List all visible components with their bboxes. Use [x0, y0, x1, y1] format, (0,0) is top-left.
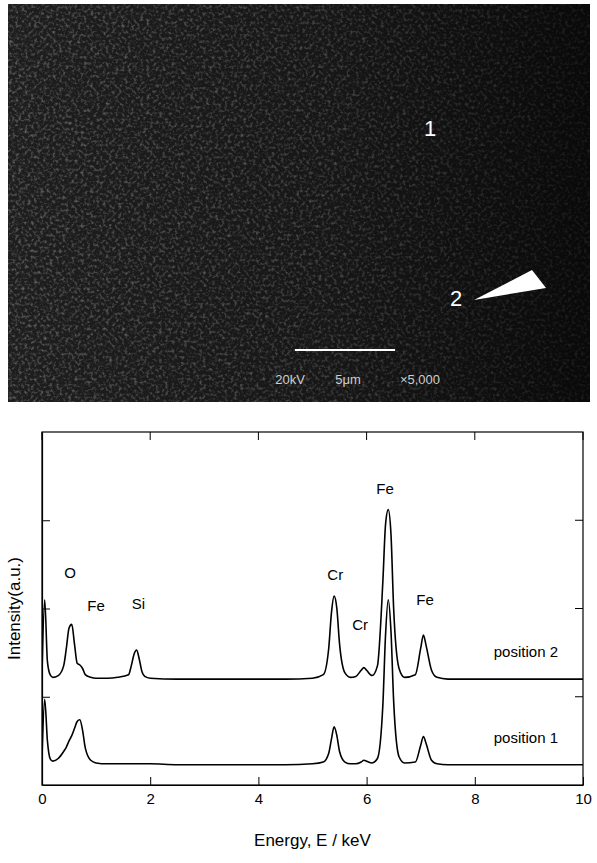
x-axis: 0 2 4 6 8 10 [38, 777, 592, 807]
micrograph-background [8, 4, 590, 402]
x-tick-mark-top [474, 432, 475, 440]
y-axis-title: Intensity(a.u.) [5, 557, 24, 660]
x-tick: 8 [471, 777, 479, 807]
x-tick-label: 2 [147, 790, 155, 807]
plot-area [42, 510, 583, 765]
info-label: 20kV [275, 372, 305, 387]
x-tick-mark [583, 777, 584, 785]
pointer-arrow [474, 270, 546, 300]
info-label: ×5,000 [400, 372, 440, 387]
scale-bar [295, 349, 395, 351]
mirror-ticks [42, 432, 583, 697]
x-tick: 10 [575, 777, 592, 807]
x-tick-mark [150, 777, 151, 785]
chart: 0 2 4 6 8 10 position 2 position 1 O Fe Si Cr Cr Fe Fe… [5, 432, 592, 850]
x-tick-label: 4 [255, 790, 263, 807]
series-label: position 1 [494, 729, 558, 746]
peak-label: Fe [87, 597, 105, 614]
figure-svg: 1 2 20kV 5μm ×5,000 0 2 4 6 8 10 position 2 position… [0, 0, 597, 863]
point-label: 2 [450, 286, 462, 311]
y-tick-mark-right [575, 696, 583, 697]
micrograph-texture [8, 4, 590, 402]
y-tick-mark-right [575, 608, 583, 609]
peak-label: Cr [327, 566, 343, 583]
y-tick [42, 520, 50, 521]
figure: 1 2 20kV 5μm ×5,000 0 2 4 6 8 10 position 2 position… [0, 0, 597, 863]
x-tick: 6 [363, 777, 371, 807]
plot-frame [42, 432, 583, 785]
micrograph-shading [8, 4, 590, 402]
scale-bar-label: 5μm [335, 372, 361, 387]
y-tick-mark [42, 520, 50, 521]
x-tick-mark-top [150, 432, 151, 440]
x-tick-mark [258, 777, 259, 785]
y-tick-mark [42, 697, 50, 698]
spectrum-line [42, 600, 583, 765]
x-tick: 2 [147, 777, 155, 807]
x-tick: 4 [255, 777, 263, 807]
x-tick-mark-top [258, 432, 259, 440]
x-tick-label: 0 [38, 790, 46, 807]
peak-label: Si [132, 595, 145, 612]
x-tick-label: 6 [363, 790, 371, 807]
x-tick-mark-top [366, 432, 367, 440]
x-tick-mark-top [42, 432, 43, 440]
y-tick-mark-right [575, 520, 583, 521]
x-tick-mark [475, 777, 476, 785]
micrograph: 1 2 20kV 5μm ×5,000 [8, 4, 590, 402]
x-tick-mark [367, 777, 368, 785]
x-tick-label: 8 [471, 790, 479, 807]
peak-label: Cr [352, 616, 368, 633]
spectrum-line [42, 510, 583, 679]
x-tick-mark-top [583, 432, 584, 440]
peak-label: Fe [376, 480, 394, 497]
x-tick-label: 10 [575, 790, 592, 807]
x-axis-title: Energy, E / keV [254, 831, 372, 850]
point-label: 1 [424, 116, 436, 141]
series-label: position 2 [494, 643, 558, 660]
peak-label: O [64, 564, 76, 581]
y-tick [42, 697, 50, 698]
x-axis-line [43, 785, 584, 786]
peak-label: Fe [416, 591, 434, 608]
